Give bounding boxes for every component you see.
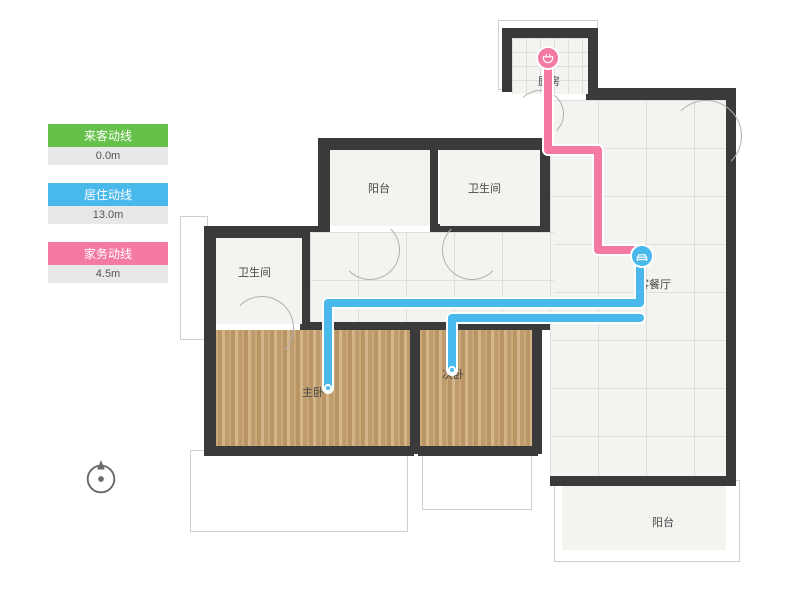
door-arc bbox=[340, 220, 400, 280]
wall bbox=[318, 138, 330, 238]
wall bbox=[586, 88, 734, 100]
legend-value-guest: 0.0m bbox=[48, 147, 168, 165]
slab bbox=[422, 452, 532, 510]
room-label-bath2: 卫生间 bbox=[468, 180, 501, 196]
floor-plan: 厨房 阳台 卫生间 卫生间 客餐厅 主卧 次卧 阳台 bbox=[190, 20, 750, 580]
door-arc bbox=[230, 296, 294, 360]
room-label-bath1: 卫生间 bbox=[238, 264, 271, 280]
chores-node-icon bbox=[536, 46, 560, 70]
legend-value-living: 13.0m bbox=[48, 206, 168, 224]
legend: 来客动线 0.0m 居住动线 13.0m 家务动线 4.5m bbox=[48, 124, 168, 301]
room-label-balcony2: 阳台 bbox=[652, 514, 674, 530]
legend-title-guest: 来客动线 bbox=[48, 124, 168, 147]
legend-title-living: 居住动线 bbox=[48, 183, 168, 206]
legend-item-guest: 来客动线 0.0m bbox=[48, 124, 168, 165]
door-arc bbox=[442, 220, 502, 280]
compass-icon bbox=[82, 460, 120, 498]
wall bbox=[204, 226, 216, 454]
legend-value-chores: 4.5m bbox=[48, 265, 168, 283]
room-second-floor bbox=[420, 330, 532, 446]
room-balcony2-floor bbox=[562, 486, 726, 550]
room-label-master: 主卧 bbox=[302, 384, 324, 400]
door-arc bbox=[670, 100, 742, 172]
wall bbox=[430, 148, 438, 230]
living-endpoint-master bbox=[324, 384, 332, 392]
living-endpoint-second bbox=[448, 366, 456, 374]
slab bbox=[190, 450, 408, 532]
room-label-balcony1: 阳台 bbox=[368, 180, 390, 196]
legend-item-chores: 家务动线 4.5m bbox=[48, 242, 168, 283]
room-label-kitchen: 厨房 bbox=[538, 73, 560, 89]
living-node-icon bbox=[630, 244, 654, 268]
room-label-living: 客餐厅 bbox=[638, 276, 671, 292]
door-arc bbox=[516, 90, 564, 138]
legend-item-living: 居住动线 13.0m bbox=[48, 183, 168, 224]
legend-title-chores: 家务动线 bbox=[48, 242, 168, 265]
